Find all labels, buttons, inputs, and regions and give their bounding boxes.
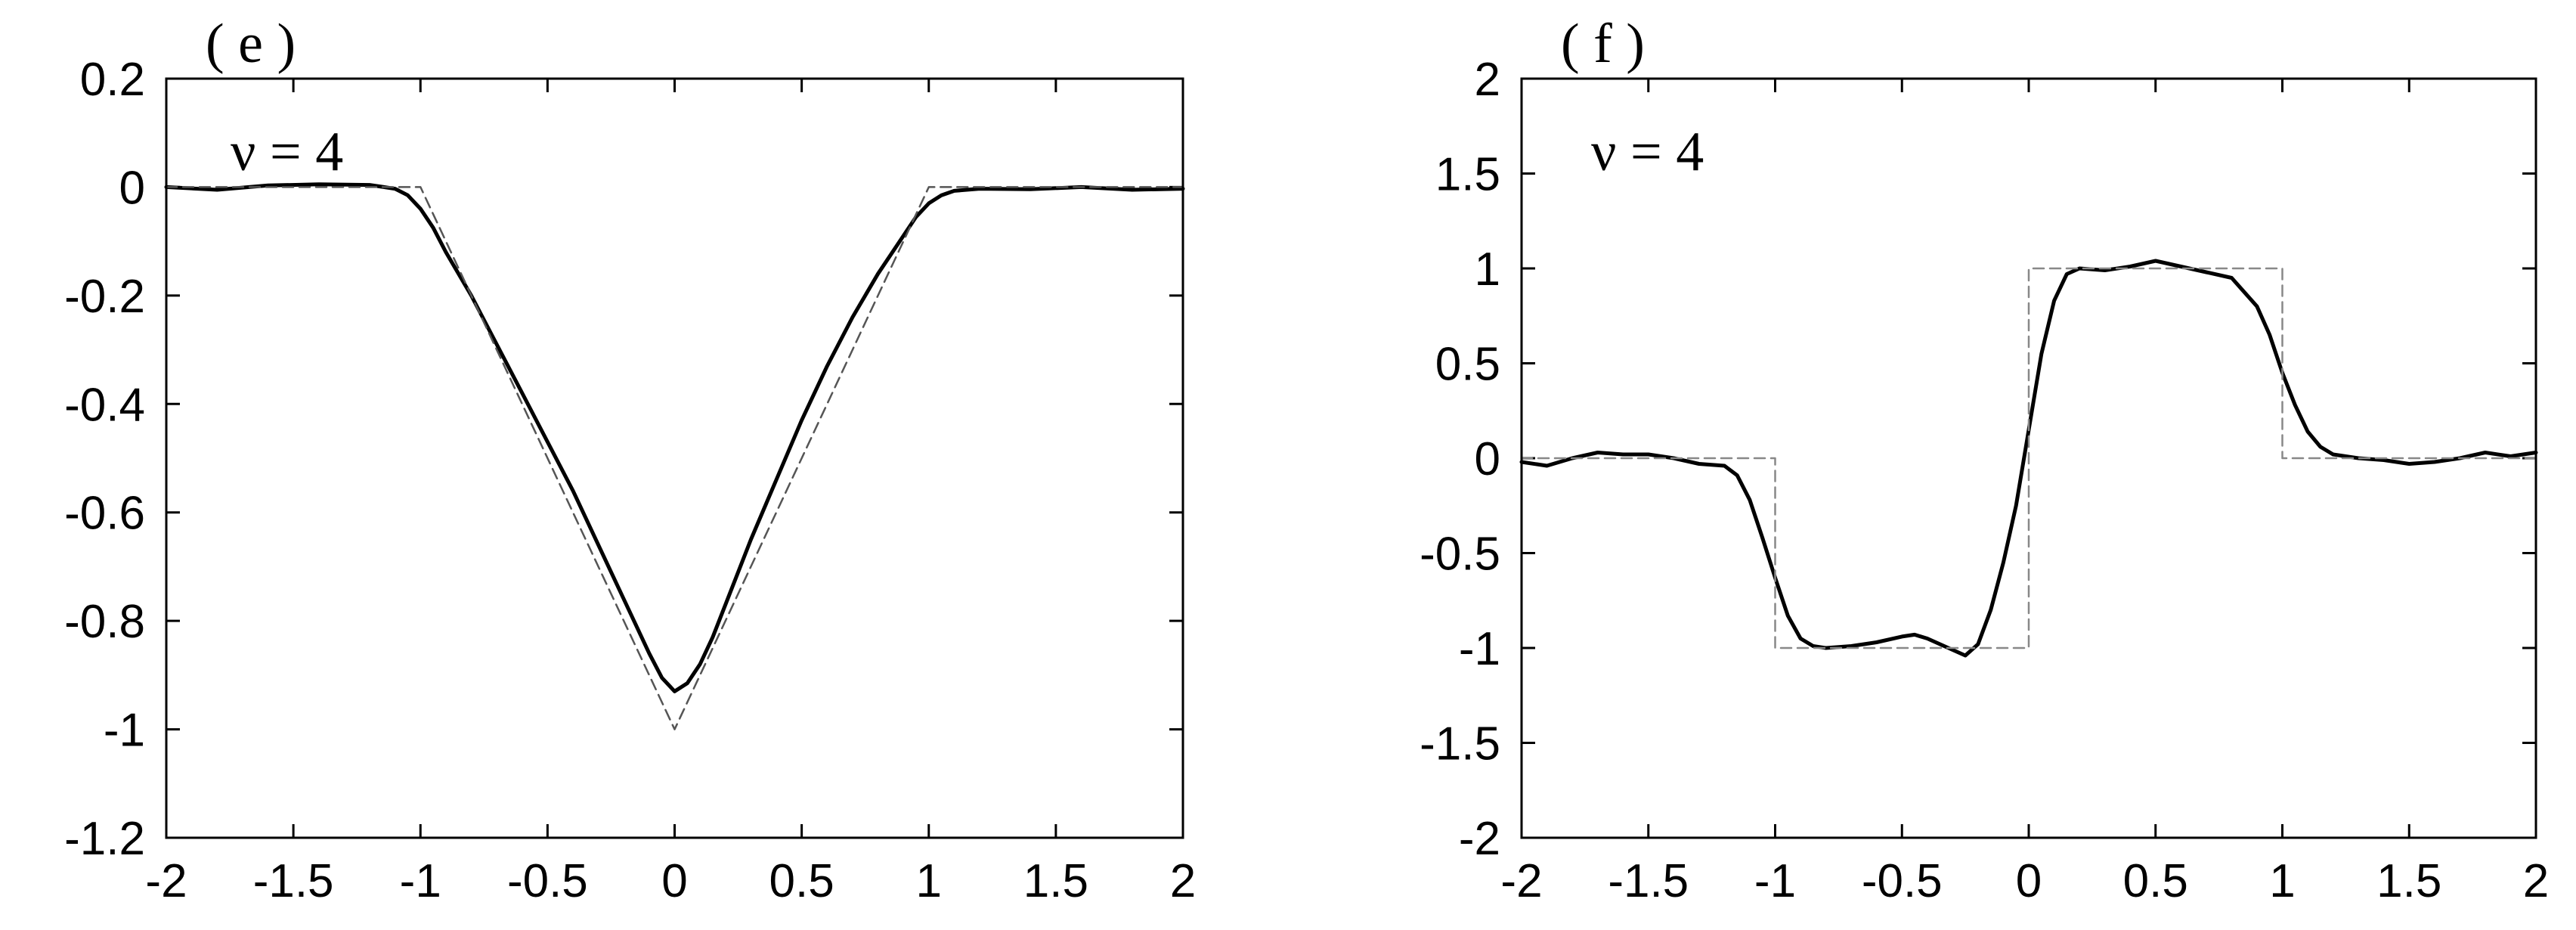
x-tick-label: 2 [2523, 855, 2549, 907]
x-tick-label: -0.5 [1862, 855, 1943, 907]
y-tick-label: -0.6 [64, 488, 145, 540]
x-tick-label: 0.5 [769, 855, 834, 907]
x-tick-label: 1.5 [2376, 855, 2441, 907]
chart-panel-e: ( e ) ν = 4 -2 -1.5 -1 -0.5 0 0.5 1 1.5 2 0.2 0 -0.… [64, 13, 1196, 907]
panel-label-e: ( e ) [206, 13, 296, 75]
y-tick-label: 1.5 [1435, 149, 1500, 201]
y-tick-label: 0.2 [80, 54, 145, 106]
x-tick-label: -1.5 [1608, 855, 1689, 907]
plot-frame-e [165, 77, 1184, 839]
y-tick-label: -1 [104, 705, 145, 757]
series-layer-f [1519, 259, 2538, 658]
nu-annotation-f: ν = 4 [1591, 121, 1704, 183]
ticks-f: -2 -1.5 -1 -0.5 0 0.5 1 1.5 2 2 1.5 1 0.5 0 -0.5 -1 -1.5… [1420, 54, 2549, 907]
y-tick-label: -1.5 [1420, 718, 1500, 770]
y-tick-label: -1 [1459, 623, 1500, 675]
y-tick-label: 0 [119, 162, 145, 214]
chart-panel-f: ( f ) ν = 4 -2 -1.5 -1 -0.5 0 0.5 1 1.5 2 2 1.5 1 0.… [1420, 13, 2549, 907]
x-tick-label: -1 [400, 855, 441, 907]
x-tick-label: 0 [661, 855, 687, 907]
x-tick-label: -1.5 [253, 855, 334, 907]
y-tick-label: -0.4 [64, 379, 145, 431]
ticks-e: -2 -1.5 -1 -0.5 0 0.5 1 1.5 2 0.2 0 -0.2 -0.4 -0.6 -0.… [64, 54, 1196, 907]
plot-frame-f [1520, 77, 2537, 839]
x-tick-label: 1 [916, 855, 942, 907]
approximation-solid-line [1519, 259, 2538, 658]
y-tick-label: 0 [1475, 433, 1500, 485]
y-tick-label: 1 [1475, 243, 1500, 296]
y-tick-label: -0.5 [1420, 529, 1500, 581]
x-tick-label: 1 [2269, 855, 2295, 907]
y-tick-label: 0.5 [1435, 339, 1500, 391]
x-tick-label: 0 [2016, 855, 2042, 907]
x-tick-label: 0.5 [2123, 855, 2188, 907]
panel-label-f: ( f ) [1561, 13, 1645, 75]
x-tick-label: -2 [1500, 855, 1542, 907]
x-tick-label: 2 [1170, 855, 1196, 907]
y-tick-label: -2 [1459, 813, 1500, 865]
x-tick-label: 1.5 [1023, 855, 1088, 907]
y-tick-label: -1.2 [64, 813, 145, 865]
nu-annotation-e: ν = 4 [231, 121, 343, 183]
series-layer-e [164, 182, 1185, 730]
x-tick-label: -2 [145, 855, 187, 907]
y-tick-label: 2 [1475, 54, 1500, 106]
reference-dashed-line [1520, 267, 2537, 649]
y-tick-label: -0.8 [64, 596, 145, 648]
x-tick-label: -0.5 [507, 855, 588, 907]
x-tick-label: -1 [1754, 855, 1796, 907]
reference-dashed-line [165, 186, 1184, 730]
y-tick-label: -0.2 [64, 271, 145, 323]
approximation-solid-line [164, 182, 1185, 693]
